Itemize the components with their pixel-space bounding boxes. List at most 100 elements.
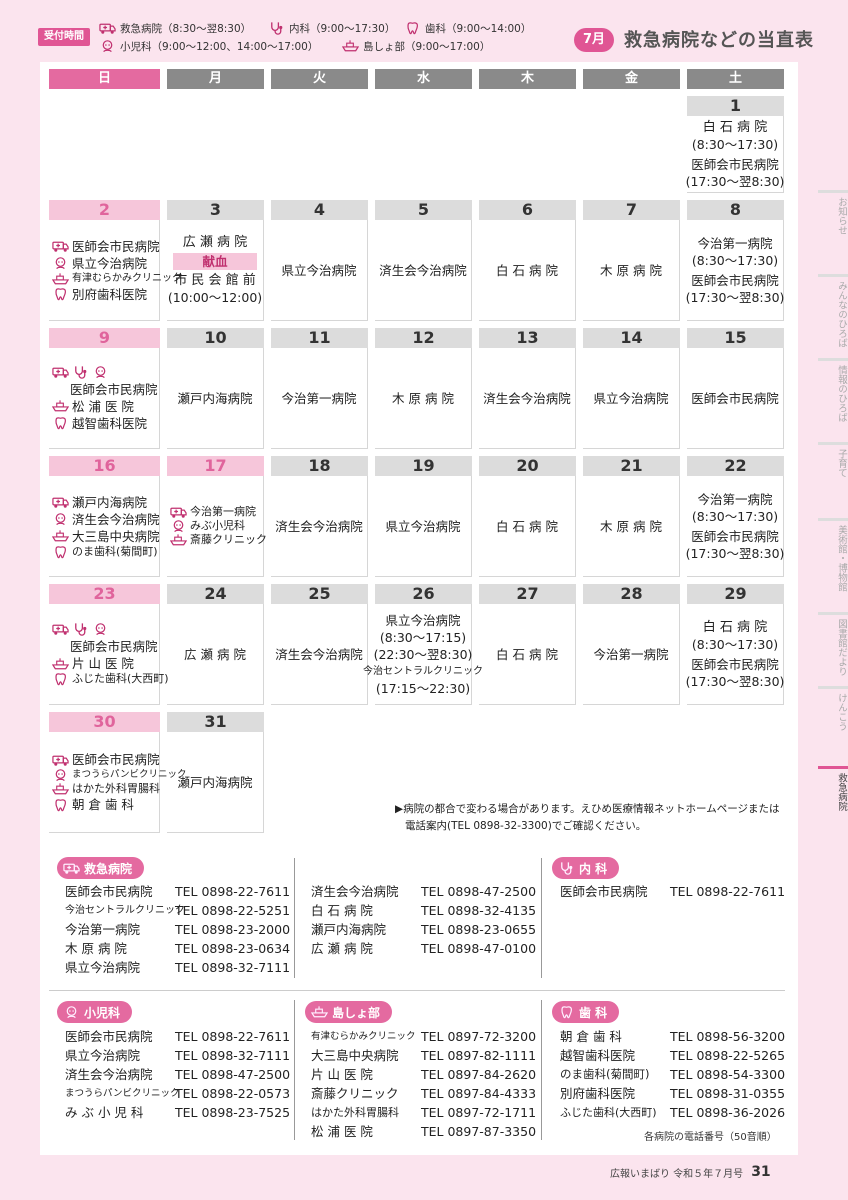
stethoscope-icon <box>72 622 89 636</box>
dental-label: 歯 科 <box>552 1001 620 1023</box>
weekday-sat: 土 <box>687 69 784 89</box>
notice: ▶病院の都合で変わる場合があります。えひめ医療情報ネットホームページまたは 電話… <box>395 803 780 832</box>
hours-emergency: 救急病院（8:30〜翌8:30） <box>99 19 251 37</box>
day-cell: 2 医師会市民病院 県立今治病院 有津むらかみクリニック 別府歯科医院 <box>49 200 182 321</box>
child-icon <box>63 1005 80 1019</box>
page-header: 受付時間 救急病院（8:30〜翌8:30） 内科（9:00〜17:30） 歯科（… <box>0 0 848 62</box>
day-cell: 13 済生会今治病院 <box>479 328 576 449</box>
internal-label: 内 科 <box>552 857 620 879</box>
day-cell: 26 県立今治病院 (8:30〜17:15) (22:30〜翌8:30) 今治セ… <box>363 584 483 705</box>
child-icon <box>52 512 69 526</box>
child-icon <box>92 365 109 379</box>
child-icon <box>52 768 69 782</box>
ambulance-icon <box>52 753 69 767</box>
weekday-thu: 木 <box>479 69 576 89</box>
blood-donation-badge: 献血 <box>173 253 257 270</box>
day-cell: 9 医師会市民病院 松 浦 医 院 越智歯科医院 <box>49 328 160 449</box>
day-cell: 19 県立今治病院 <box>375 456 472 577</box>
side-tab-emergency[interactable]: 救急病院 <box>818 766 848 832</box>
day-cell: 20 白 石 病 院 <box>479 456 576 577</box>
section-divider <box>49 990 785 991</box>
day-cell: 4 県立今治病院 <box>271 200 368 321</box>
emergency-list-2: 済生会今治病院 TEL 0898-47-2500 白 石 病 院 TEL 0898-… <box>311 884 537 956</box>
tooth-icon <box>404 21 421 35</box>
day-cell: 5 済生会今治病院 <box>375 200 472 321</box>
day-cell: 11 今治第一病院 <box>271 328 368 449</box>
ambulance-icon <box>170 505 187 519</box>
ship-icon <box>52 272 69 286</box>
day-cell: 27 白 石 病 院 <box>479 584 576 705</box>
hours-internal: 内科（9:00〜17:30） <box>268 19 395 37</box>
tooth-icon <box>52 287 69 301</box>
dental-list: 朝 倉 歯 科 TEL 0898-56-3200 越智歯科医院 TEL 0898-2… <box>560 1029 786 1120</box>
day-cell: 21 木 原 病 院 <box>583 456 680 577</box>
day-cell: 17 今治第一病院 みぶ小児科 斎藤クリニック <box>167 456 267 577</box>
day-cell: 1 白 石 病 院 (8:30〜17:30) 医師会市民病院 (17:30〜翌8… <box>686 96 784 193</box>
side-tab-library[interactable]: 図書館だより <box>818 612 848 684</box>
day-cell: 15 医師会市民病院 <box>687 328 784 449</box>
day-cell: 25 済生会今治病院 <box>271 584 368 705</box>
hours-islands: 島しょ部（9:00〜17:00） <box>342 37 490 55</box>
ship-icon <box>342 39 359 53</box>
weekday-wed: 水 <box>375 69 472 89</box>
ship-icon <box>52 399 69 413</box>
pediatrics-label: 小児科 <box>57 1001 133 1023</box>
ship-icon <box>52 657 69 671</box>
stethoscope-icon <box>72 365 89 379</box>
day-cell: 23 医師会市民病院 片 山 医 院 ふじた歯科(大西町) <box>49 584 169 705</box>
tooth-icon <box>52 672 69 686</box>
day-cell: 3 広 瀬 病 院 献血 市 民 会 館 前 (10:00〜12:00) <box>167 200 264 321</box>
page-title: 救急病院などの当直表 <box>624 30 814 51</box>
side-tab-community[interactable]: みんなのひろば <box>818 274 848 356</box>
ship-icon <box>52 529 69 543</box>
weekday-fri: 金 <box>583 69 680 89</box>
islands-list: 有津むらかみクリニック TEL 0897-72-3200 大三島中央病院 TEL 0… <box>311 1029 537 1139</box>
side-tab-museum[interactable]: 美術館・博物館 <box>818 518 848 610</box>
stethoscope-icon <box>558 861 575 875</box>
footer: 広報いまばり 令和５年７月号 31 <box>610 1164 771 1180</box>
emergency-label: 救急病院 <box>57 857 145 879</box>
internal-list: 医師会市民病院 TEL 0898-22-7611 <box>560 884 786 899</box>
day-cell: 8 今治第一病院 (8:30〜17:30) 医師会市民病院 (17:30〜翌8:… <box>686 200 784 321</box>
ambulance-icon <box>99 21 116 35</box>
day-cell: 31 瀬戸内海病院 <box>167 712 264 833</box>
day-cell: 28 今治第一病院 <box>583 584 680 705</box>
side-tab-info[interactable]: 情報のひろば <box>818 358 848 440</box>
hours-dental: 歯科（9:00〜14:00） <box>404 19 531 37</box>
side-tab-health[interactable]: けんこう <box>818 686 848 764</box>
emergency-list: 医師会市民病院 TEL 0898-22-7611 今治セントラルクリニック TEL … <box>65 884 291 975</box>
weekday-tue: 火 <box>271 69 368 89</box>
column-divider <box>541 1000 542 1140</box>
child-icon <box>52 256 69 270</box>
page-number: 31 <box>751 1164 771 1180</box>
month-badge: 7月 <box>574 28 614 52</box>
publication-name: 広報いまばり 令和５年７月号 <box>610 1168 744 1180</box>
day-cell: 22 今治第一病院 (8:30〜17:30) 医師会市民病院 (17:30〜翌8… <box>686 456 784 577</box>
child-icon <box>92 622 109 636</box>
pediatrics-list: 医師会市民病院 TEL 0898-22-7611 県立今治病院 TEL 0898-3… <box>65 1029 291 1120</box>
column-divider <box>294 858 295 978</box>
ambulance-icon <box>63 861 80 875</box>
hours-pediatrics: 小児科（9:00〜12:00、14:00〜17:00） <box>99 37 318 55</box>
weekday-sun: 日 <box>49 69 160 89</box>
day-cell: 10 瀬戸内海病院 <box>167 328 264 449</box>
side-tab-news[interactable]: お知らせ <box>818 190 848 272</box>
column-divider <box>294 1000 295 1140</box>
day-cell: 24 広 瀬 病 院 <box>167 584 264 705</box>
ambulance-icon <box>52 622 69 636</box>
child-icon <box>170 519 187 533</box>
day-cell: 12 木 原 病 院 <box>375 328 472 449</box>
reception-hours-label: 受付時間 <box>38 28 90 46</box>
islands-label: 島しょ部 <box>305 1001 393 1023</box>
ambulance-icon <box>52 239 69 253</box>
weekday-mon: 月 <box>167 69 264 89</box>
side-tab-childcare[interactable]: 子育て <box>818 442 848 516</box>
child-icon <box>99 39 116 53</box>
day-cell: 18 済生会今治病院 <box>271 456 368 577</box>
ambulance-icon <box>52 365 69 379</box>
tooth-icon <box>52 798 69 812</box>
column-divider <box>541 858 542 978</box>
tooth-icon <box>52 545 69 559</box>
